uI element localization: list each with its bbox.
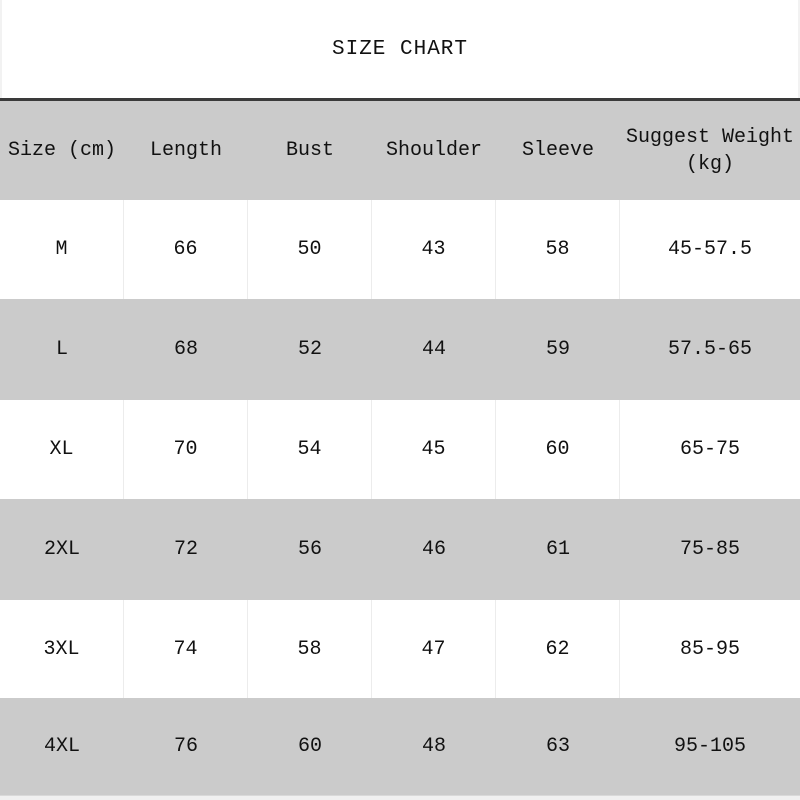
table-row-l: L 68 52 44 59 57.5-65 [0, 299, 800, 400]
row-size-label: XL [0, 400, 124, 499]
table-cell: 63 [545, 735, 570, 758]
table-cell: 48 [421, 735, 446, 758]
table-row-m: M 66 50 43 58 45-57.5 [0, 200, 800, 299]
table-cell: 58 [248, 600, 372, 698]
column-header-shoulder: Shoulder [385, 139, 482, 162]
table-cell: 68 [173, 338, 198, 361]
chart-title-bar: SIZE CHART [0, 0, 800, 98]
table-cell: 72 [173, 538, 198, 561]
row-size-label: L [55, 338, 68, 361]
table-cell: 85-95 [679, 637, 740, 661]
bottom-edge-strip [0, 795, 800, 800]
table-cell: 59 [545, 338, 570, 361]
column-header-length: Length [149, 139, 222, 162]
table-row-4xl: 4XL 76 60 48 63 95-105 [0, 698, 800, 795]
table-header-row: Size (cm) Length Bust Shoulder Sleeve Su… [0, 101, 800, 200]
column-header-sleeve: Sleeve [521, 139, 594, 162]
table-cell: 58 [496, 200, 620, 299]
table-cell: 62 [496, 600, 620, 698]
table-cell: 56 [297, 538, 322, 561]
table-cell: 70 [124, 400, 248, 499]
table-cell: 43 [372, 200, 496, 299]
row-size-label: 3XL [0, 600, 124, 698]
page-title: SIZE CHART [331, 37, 469, 61]
column-header-weight: Suggest Weight (kg) [625, 125, 795, 176]
table-cell: 60 [496, 400, 620, 499]
table-cell: 75-85 [679, 538, 740, 561]
table-cell: 54 [248, 400, 372, 499]
table-row-3xl: 3XL 74 58 47 62 85-95 [0, 600, 800, 698]
column-header-size: Size (cm) [7, 139, 117, 162]
table-cell: 76 [173, 735, 198, 758]
row-size-label: 2XL [43, 538, 80, 561]
table-cell: 45 [372, 400, 496, 499]
table-cell: 47 [372, 600, 496, 698]
title-divider-line [0, 98, 800, 101]
table-cell: 52 [297, 338, 322, 361]
row-size-label: 4XL [43, 735, 80, 758]
table-cell: 61 [545, 538, 570, 561]
table-cell: 74 [124, 600, 248, 698]
table-cell: 46 [421, 538, 446, 561]
table-cell: 65-75 [679, 438, 740, 461]
column-header-bust: Bust [285, 139, 334, 162]
table-row-xl: XL 70 54 45 60 65-75 [0, 400, 800, 499]
table-cell: 57.5-65 [667, 338, 752, 361]
table-row-2xl: 2XL 72 56 46 61 75-85 [0, 499, 800, 600]
table-cell: 95-105 [673, 735, 746, 758]
table-cell: 50 [248, 200, 372, 299]
table-cell: 66 [124, 200, 248, 299]
table-cell: 60 [297, 735, 322, 758]
table-cell: 44 [421, 338, 446, 361]
table-cell: 45-57.5 [667, 238, 752, 261]
row-size-label: M [0, 200, 124, 299]
